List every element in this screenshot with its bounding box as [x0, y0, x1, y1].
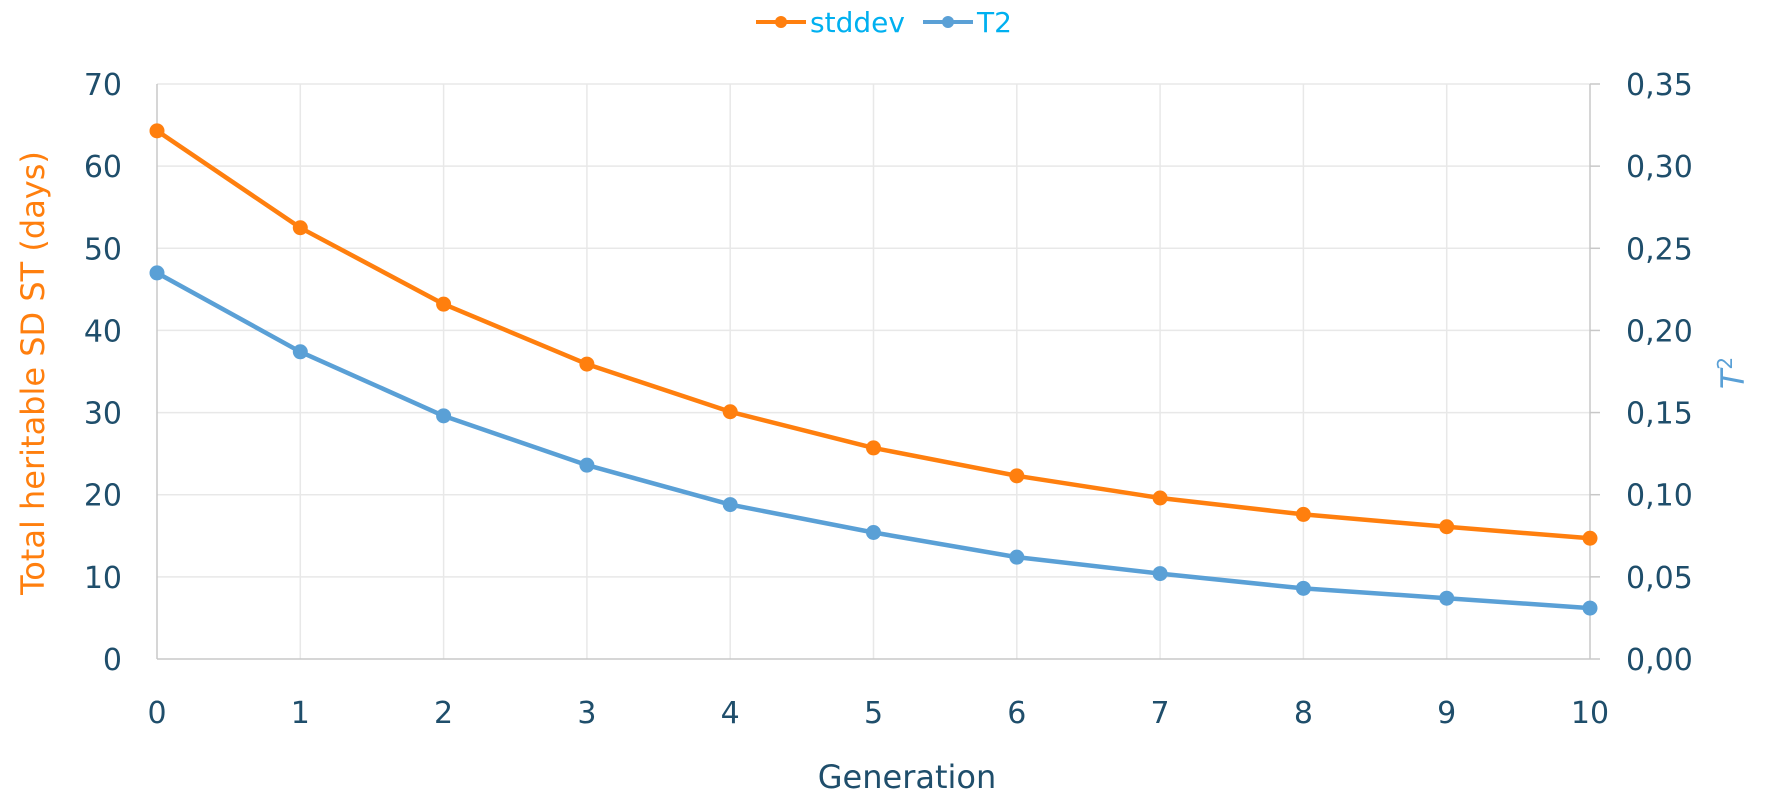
- x-axis-ticks: 0 1 2 3 4 5 6 7 8 9 10: [147, 696, 1609, 731]
- data-point-stddev[interactable]: [1009, 468, 1025, 484]
- data-point-stddev[interactable]: [579, 356, 595, 372]
- x-axis-title: Generation: [818, 758, 997, 790]
- x-tick-label: 2: [434, 696, 453, 731]
- right-axis-title-superscript: 2: [1713, 357, 1737, 370]
- data-point-t2[interactable]: [1152, 566, 1168, 582]
- data-point-t2[interactable]: [436, 408, 452, 424]
- legend-item-stddev[interactable]: stddev: [756, 6, 905, 39]
- left-tick-label: 30: [84, 397, 122, 432]
- data-point-t2[interactable]: [1439, 590, 1455, 606]
- right-tick-label: 0,15: [1626, 397, 1693, 432]
- left-tick-label: 40: [84, 314, 122, 349]
- right-axis-title-base: T: [1714, 367, 1752, 389]
- x-tick-label: 4: [721, 696, 740, 731]
- left-tick-label: 70: [84, 68, 122, 103]
- left-axis-title: Total heritable SD ST (days): [14, 151, 52, 596]
- series-layer: [149, 123, 1598, 616]
- left-tick-label: 60: [84, 150, 122, 185]
- legend-label-stddev: stddev: [810, 6, 905, 39]
- right-axis-ticks: 0,00 0,05 0,10 0,15 0,20 0,25 0,30 0,35: [1590, 68, 1693, 678]
- data-point-t2[interactable]: [1009, 549, 1025, 565]
- data-point-t2[interactable]: [1582, 600, 1598, 616]
- data-point-t2[interactable]: [866, 525, 881, 540]
- right-tick-label: 0,10: [1626, 479, 1693, 514]
- gridlines: [157, 83, 1590, 659]
- right-tick-label: 0,35: [1626, 68, 1693, 103]
- data-point-stddev[interactable]: [1152, 490, 1168, 506]
- data-point-stddev[interactable]: [722, 404, 738, 420]
- right-tick-label: 0,05: [1626, 561, 1693, 596]
- x-tick-label: 10: [1571, 696, 1609, 731]
- x-tick-label: 8: [1294, 696, 1313, 731]
- x-tick-label: 9: [1437, 696, 1456, 731]
- data-point-t2[interactable]: [1295, 580, 1311, 596]
- legend-item-t2[interactable]: T2: [923, 6, 1012, 39]
- legend: stddev T2: [756, 6, 1012, 39]
- data-point-stddev[interactable]: [866, 440, 881, 456]
- legend-swatch-marker-t2: [942, 16, 954, 28]
- data-point-stddev[interactable]: [1295, 506, 1311, 522]
- x-tick-label: 6: [1007, 696, 1026, 731]
- data-point-t2[interactable]: [722, 497, 738, 513]
- data-point-t2[interactable]: [579, 457, 595, 473]
- x-tick-label: 0: [147, 696, 166, 731]
- right-axis-title: T2: [1713, 357, 1752, 389]
- legend-swatch-marker-stddev: [775, 16, 787, 28]
- left-tick-label: 50: [84, 232, 122, 267]
- right-tick-label: 0,30: [1626, 150, 1693, 185]
- legend-label-t2: T2: [976, 6, 1012, 39]
- axes: [156, 84, 1591, 660]
- left-tick-label: 0: [103, 643, 122, 678]
- right-tick-label: 0,00: [1626, 643, 1693, 678]
- data-point-stddev[interactable]: [436, 296, 452, 312]
- right-tick-label: 0,25: [1626, 232, 1693, 267]
- left-tick-label: 10: [84, 561, 122, 596]
- data-point-stddev[interactable]: [1439, 519, 1455, 535]
- right-tick-label: 0,20: [1626, 314, 1693, 349]
- data-point-stddev[interactable]: [149, 123, 165, 139]
- x-tick-label: 5: [864, 696, 883, 731]
- left-tick-label: 20: [84, 479, 122, 514]
- data-point-stddev[interactable]: [292, 220, 308, 236]
- left-axis-ticks: 0 10 20 30 40 50 60 70: [84, 68, 122, 678]
- data-point-t2[interactable]: [149, 265, 165, 281]
- x-tick-label: 7: [1151, 696, 1170, 731]
- x-tick-label: 1: [291, 696, 310, 731]
- x-tick-label: 3: [577, 696, 596, 731]
- data-point-stddev[interactable]: [1582, 530, 1598, 546]
- data-point-t2[interactable]: [292, 344, 308, 360]
